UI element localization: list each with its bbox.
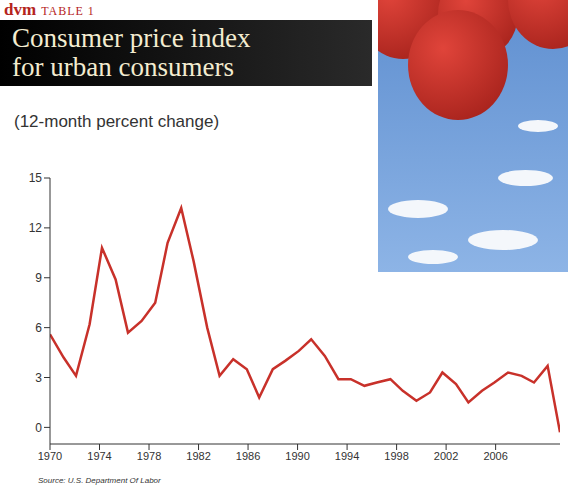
svg-text:1994: 1994 xyxy=(335,450,359,462)
svg-text:1974: 1974 xyxy=(87,450,111,462)
html-text:Source: U.S. Department Of Lab: Source: U.S. Department Of Labor xyxy=(38,476,161,485)
svg-text:2002: 2002 xyxy=(434,450,458,462)
svg-text:1990: 1990 xyxy=(285,450,309,462)
svg-text:1970: 1970 xyxy=(38,450,62,462)
svg-text:3: 3 xyxy=(35,371,42,385)
svg-text:1978: 1978 xyxy=(137,450,161,462)
html-text:Consumer price index for urban: Consumer price index for urban consumers xyxy=(12,23,251,82)
svg-text:9: 9 xyxy=(35,271,42,285)
svg-text:2006: 2006 xyxy=(483,450,507,462)
html-text:dvm TABLE 1: dvm TABLE 1 xyxy=(4,0,95,19)
svg-text:1998: 1998 xyxy=(384,450,408,462)
svg-text:6: 6 xyxy=(35,321,42,335)
html-text:(12-month percent change): (12-month percent change) xyxy=(14,112,220,131)
svg-text:12: 12 xyxy=(29,221,43,235)
svg-text:1982: 1982 xyxy=(186,450,210,462)
svg-text:15: 15 xyxy=(29,171,43,185)
svg-text:1986: 1986 xyxy=(236,450,260,462)
svg-text:0: 0 xyxy=(35,421,42,435)
